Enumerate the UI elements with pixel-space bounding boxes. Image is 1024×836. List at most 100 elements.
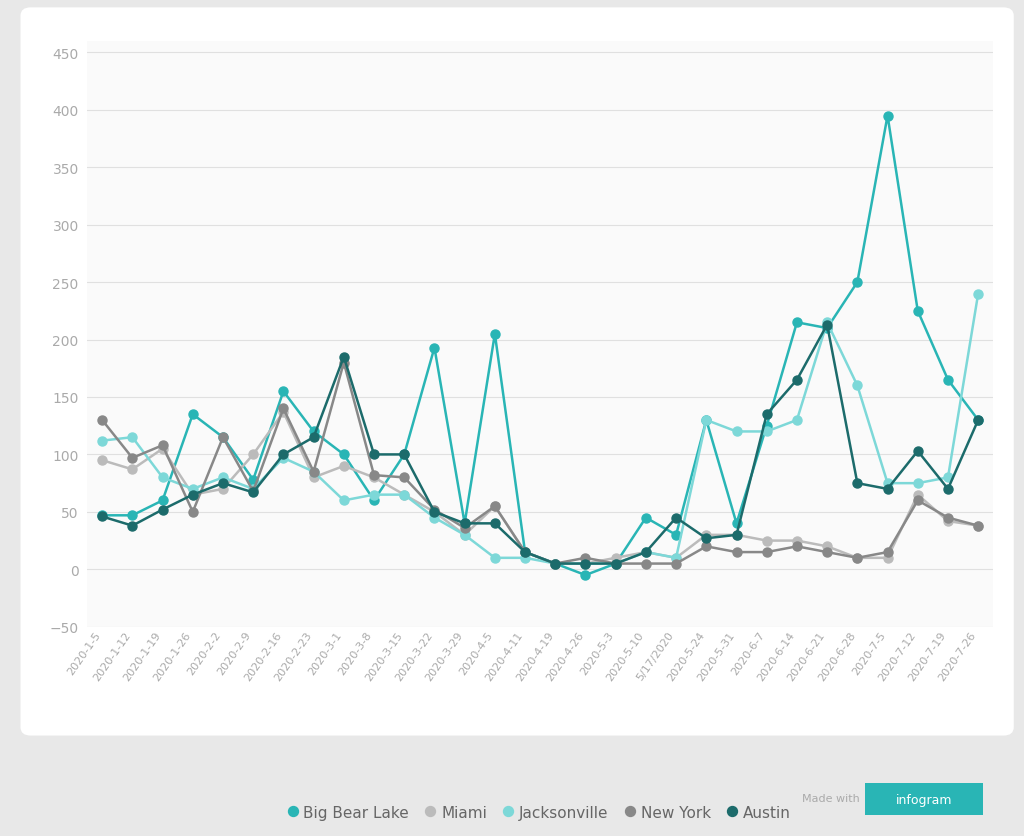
- New York: [821, 548, 834, 558]
- Big Bear Lake: [217, 433, 229, 443]
- Jacksonville: [217, 473, 229, 483]
- Jacksonville: [700, 415, 713, 426]
- Austin: [851, 478, 863, 488]
- Austin: [911, 446, 924, 456]
- Jacksonville: [549, 559, 561, 569]
- Miami: [247, 450, 259, 460]
- Big Bear Lake: [428, 343, 440, 353]
- Jacksonville: [791, 415, 803, 426]
- Miami: [911, 490, 924, 500]
- Big Bear Lake: [700, 415, 713, 426]
- Big Bear Lake: [730, 518, 742, 528]
- Big Bear Lake: [338, 450, 350, 460]
- Big Bear Lake: [488, 329, 501, 339]
- Jacksonville: [519, 553, 531, 563]
- Miami: [398, 490, 411, 500]
- Jacksonville: [488, 553, 501, 563]
- Miami: [186, 490, 199, 500]
- Jacksonville: [609, 559, 622, 569]
- Miami: [278, 407, 290, 417]
- Big Bear Lake: [549, 559, 561, 569]
- Big Bear Lake: [670, 530, 682, 540]
- Miami: [761, 536, 773, 546]
- Jacksonville: [307, 467, 319, 477]
- New York: [96, 415, 109, 426]
- Big Bear Lake: [942, 375, 954, 385]
- Miami: [882, 553, 894, 563]
- Big Bear Lake: [580, 570, 592, 580]
- Austin: [96, 512, 109, 522]
- New York: [791, 542, 803, 552]
- Miami: [972, 521, 984, 531]
- Big Bear Lake: [882, 111, 894, 121]
- Line: Miami: Miami: [97, 408, 983, 568]
- New York: [278, 404, 290, 414]
- Big Bear Lake: [398, 450, 411, 460]
- Jacksonville: [730, 427, 742, 437]
- Big Bear Lake: [126, 511, 138, 521]
- New York: [640, 559, 652, 569]
- Austin: [488, 518, 501, 528]
- New York: [911, 496, 924, 506]
- Big Bear Lake: [186, 410, 199, 420]
- Jacksonville: [972, 289, 984, 299]
- Austin: [791, 375, 803, 385]
- New York: [186, 507, 199, 517]
- Big Bear Lake: [247, 475, 259, 485]
- Line: New York: New York: [97, 359, 983, 568]
- Jacksonville: [186, 484, 199, 494]
- Big Bear Lake: [157, 496, 169, 506]
- Jacksonville: [278, 453, 290, 463]
- Jacksonville: [398, 490, 411, 500]
- New York: [519, 548, 531, 558]
- Jacksonville: [911, 478, 924, 488]
- Jacksonville: [459, 530, 471, 540]
- Miami: [459, 530, 471, 540]
- Austin: [609, 559, 622, 569]
- New York: [851, 553, 863, 563]
- New York: [338, 358, 350, 368]
- Jacksonville: [157, 473, 169, 483]
- Austin: [398, 450, 411, 460]
- Miami: [488, 502, 501, 512]
- Austin: [942, 484, 954, 494]
- Miami: [217, 484, 229, 494]
- Austin: [640, 548, 652, 558]
- Text: infogram: infogram: [896, 793, 952, 806]
- Austin: [580, 559, 592, 569]
- Austin: [247, 487, 259, 497]
- Austin: [549, 559, 561, 569]
- Jacksonville: [247, 484, 259, 494]
- Big Bear Lake: [972, 415, 984, 426]
- Jacksonville: [126, 433, 138, 443]
- New York: [307, 467, 319, 477]
- New York: [157, 441, 169, 451]
- New York: [609, 559, 622, 569]
- New York: [488, 502, 501, 512]
- Miami: [730, 530, 742, 540]
- Jacksonville: [580, 559, 592, 569]
- New York: [428, 505, 440, 515]
- Line: Big Bear Lake: Big Bear Lake: [97, 112, 983, 580]
- Big Bear Lake: [459, 518, 471, 528]
- Big Bear Lake: [791, 318, 803, 328]
- Legend: Big Bear Lake, Miami, Jacksonville, New York, Austin: Big Bear Lake, Miami, Jacksonville, New …: [284, 798, 797, 826]
- New York: [942, 513, 954, 523]
- Austin: [428, 507, 440, 517]
- Miami: [126, 465, 138, 475]
- Austin: [217, 478, 229, 488]
- New York: [700, 542, 713, 552]
- Jacksonville: [821, 318, 834, 328]
- New York: [882, 548, 894, 558]
- Austin: [821, 320, 834, 330]
- Line: Austin: Austin: [97, 321, 983, 568]
- Austin: [186, 490, 199, 500]
- New York: [670, 559, 682, 569]
- Miami: [942, 517, 954, 527]
- Line: Jacksonville: Jacksonville: [97, 290, 983, 568]
- Miami: [670, 553, 682, 563]
- New York: [126, 453, 138, 463]
- New York: [761, 548, 773, 558]
- Miami: [580, 559, 592, 569]
- New York: [398, 473, 411, 483]
